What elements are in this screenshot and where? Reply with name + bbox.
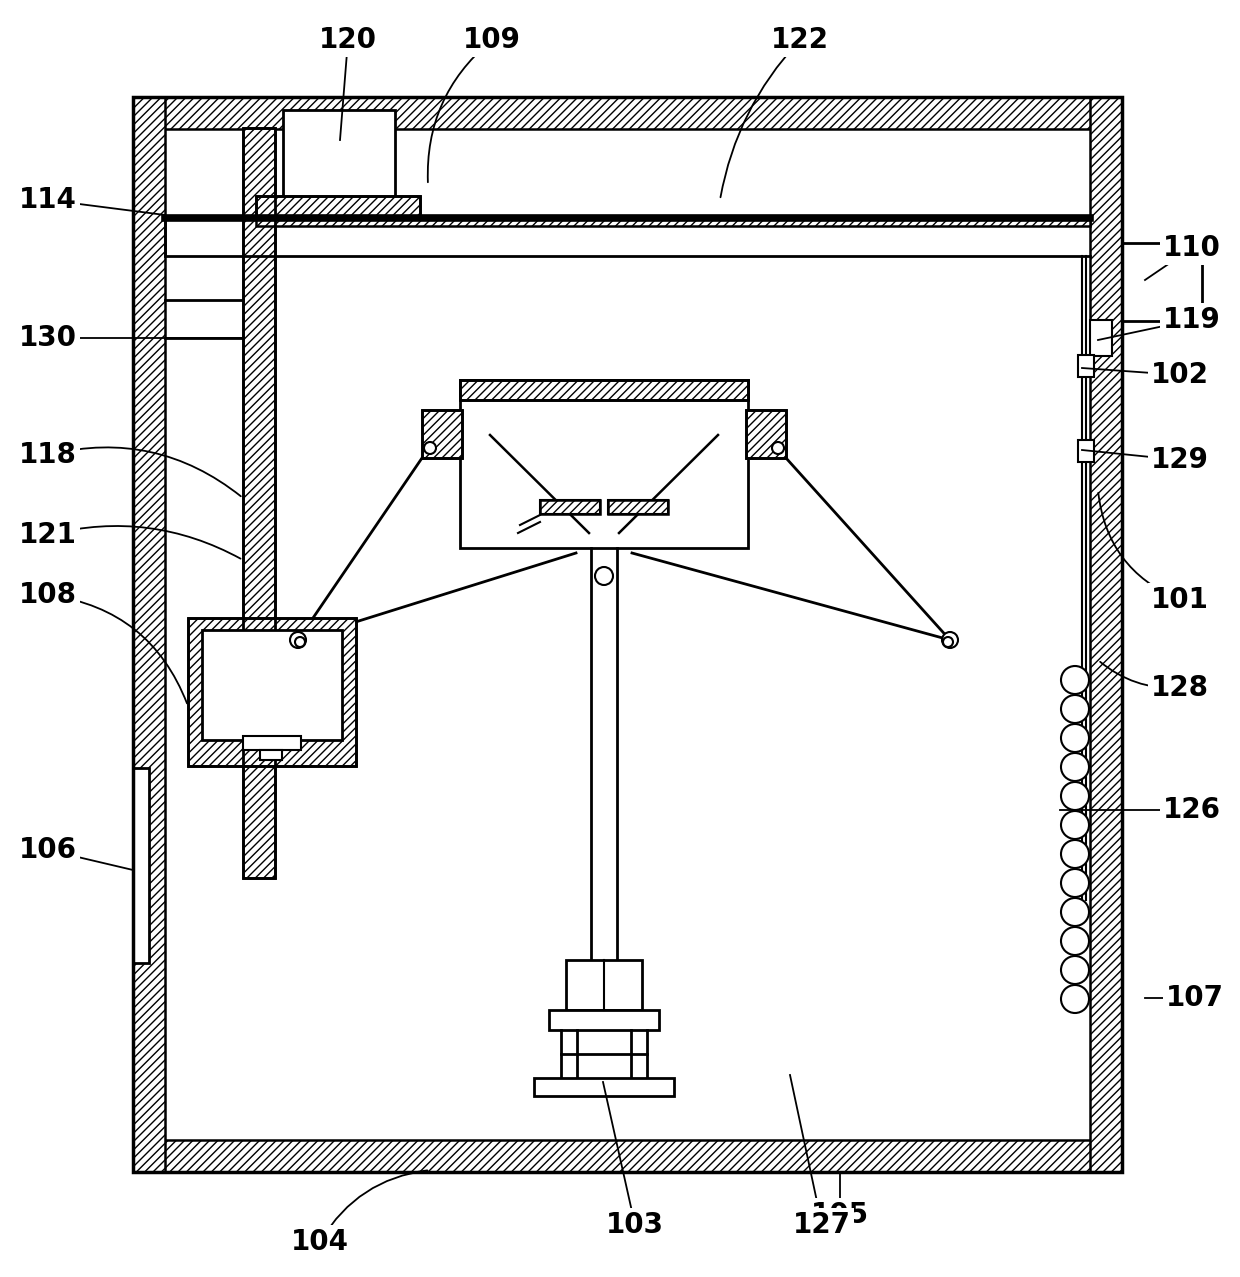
Bar [133,97,1122,129]
Bar [565,960,642,1010]
Bar [539,501,600,515]
Circle shape [295,637,305,647]
Text: 122: 122 [771,26,830,54]
Circle shape [773,442,784,455]
Bar [260,750,281,760]
Bar [422,410,463,458]
Text: 104: 104 [291,1228,348,1257]
Text: 118: 118 [19,441,77,469]
Circle shape [1061,985,1089,1013]
Text: 107: 107 [1166,985,1224,1011]
Bar [608,501,668,515]
Bar [255,218,1090,226]
Bar [202,630,342,739]
Circle shape [1061,753,1089,782]
Circle shape [1061,870,1089,896]
Bar [243,128,275,879]
Bar [746,410,786,458]
Text: 108: 108 [19,581,77,609]
Text: 102: 102 [1151,361,1209,389]
Circle shape [1061,724,1089,752]
Bar [133,97,165,1172]
Text: 110: 110 [1163,234,1221,262]
Text: 126: 126 [1163,796,1221,824]
Bar [534,1078,675,1096]
Bar [133,1140,1122,1172]
Bar [243,736,301,750]
Text: 130: 130 [19,324,77,352]
Bar [460,381,748,400]
Bar [1078,355,1094,377]
Bar [1090,321,1112,356]
Bar [1122,243,1202,321]
Text: 120: 120 [319,26,377,54]
Circle shape [1061,695,1089,723]
Bar [188,618,356,766]
Text: 109: 109 [463,26,521,54]
Circle shape [424,442,436,455]
Circle shape [1061,956,1089,985]
Bar [746,410,786,458]
Bar [460,381,748,400]
Text: 129: 129 [1151,446,1209,474]
Bar [133,97,1122,1172]
Bar [255,195,420,218]
Bar [608,501,668,515]
Circle shape [1061,840,1089,868]
Bar [133,767,149,963]
Circle shape [1061,811,1089,839]
Circle shape [290,632,306,647]
Circle shape [595,567,613,585]
Text: 103: 103 [606,1211,663,1239]
Bar [1090,97,1122,1172]
Bar [422,410,463,458]
Text: 119: 119 [1163,306,1221,335]
Bar [188,618,356,766]
Circle shape [1061,927,1089,955]
Text: 114: 114 [19,186,77,215]
Text: 106: 106 [19,836,77,865]
Bar [549,1010,658,1031]
Bar [1078,441,1094,462]
Bar [460,381,748,548]
Text: 121: 121 [19,521,77,549]
Bar [283,110,396,198]
Text: 128: 128 [1151,674,1209,702]
Circle shape [1061,782,1089,810]
Text: 127: 127 [794,1211,851,1239]
Bar [255,195,420,218]
Text: 101: 101 [1151,586,1209,614]
Circle shape [942,632,959,647]
Circle shape [1061,667,1089,693]
Circle shape [1061,898,1089,926]
Bar [539,501,600,515]
Text: 105: 105 [811,1200,869,1228]
Bar [243,128,275,879]
Circle shape [942,637,954,647]
